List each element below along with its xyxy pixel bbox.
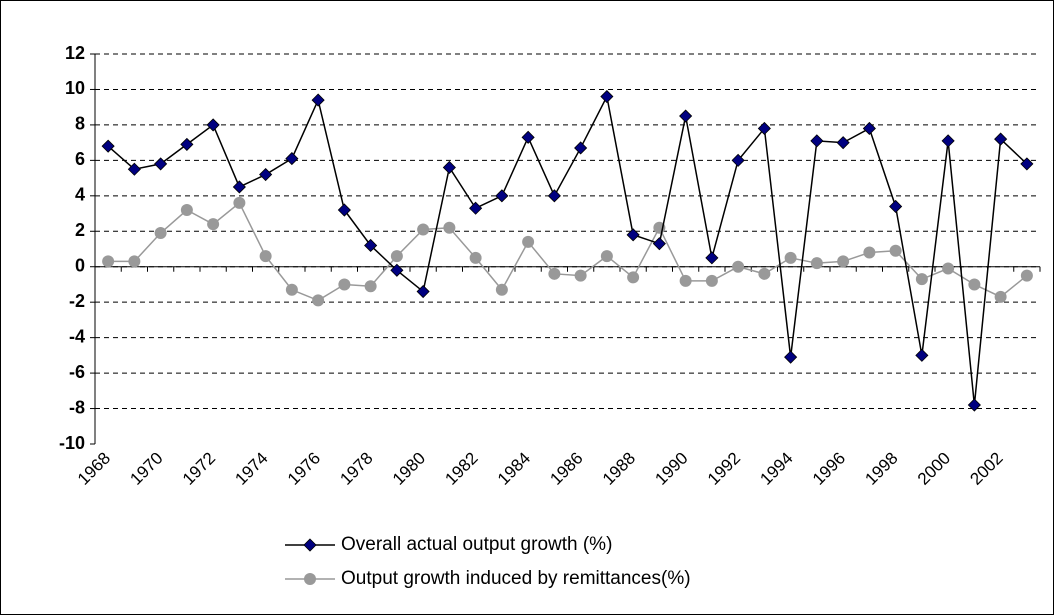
point — [233, 196, 246, 209]
point — [837, 255, 850, 268]
point — [364, 238, 378, 253]
point — [757, 121, 771, 136]
point — [863, 246, 876, 259]
point — [626, 228, 640, 242]
point — [469, 251, 482, 264]
point — [915, 273, 928, 286]
legend-label: Output growth induced by remittances(%) — [341, 568, 691, 589]
point — [259, 250, 272, 263]
point — [600, 250, 613, 263]
point — [758, 267, 771, 280]
point — [390, 263, 404, 277]
y-tick-label: -4 — [69, 326, 85, 346]
legend-marker — [303, 538, 317, 552]
point — [416, 284, 430, 299]
point — [442, 160, 456, 175]
y-tick-label: 10 — [65, 78, 85, 98]
point — [679, 274, 692, 287]
point — [206, 118, 220, 132]
legend-marker — [304, 573, 316, 585]
point — [390, 250, 403, 263]
point — [259, 167, 273, 182]
point — [285, 283, 298, 296]
point — [338, 278, 351, 291]
point — [731, 153, 745, 167]
point — [101, 139, 115, 153]
point — [679, 109, 693, 123]
point — [968, 278, 981, 291]
point — [127, 162, 141, 176]
legend-label: Overall actual output growth (%) — [341, 534, 612, 555]
point — [521, 130, 535, 144]
point — [311, 93, 325, 107]
point — [705, 274, 718, 287]
point — [154, 227, 167, 240]
point — [285, 152, 299, 166]
point — [574, 141, 588, 155]
point — [547, 189, 561, 203]
point — [705, 251, 719, 265]
point — [417, 223, 430, 236]
point — [942, 262, 955, 275]
y-tick-label: 6 — [75, 149, 85, 169]
point — [495, 189, 509, 203]
point — [836, 136, 850, 150]
point — [522, 235, 535, 248]
point — [994, 290, 1007, 303]
point — [862, 121, 876, 136]
point — [180, 204, 193, 216]
point — [810, 134, 824, 148]
point — [889, 199, 903, 214]
point — [967, 398, 981, 412]
point — [810, 257, 823, 270]
point — [915, 348, 929, 362]
y-tick-label: 8 — [75, 114, 85, 134]
point — [207, 218, 220, 231]
point — [337, 203, 351, 217]
point — [180, 137, 194, 151]
point — [652, 237, 666, 251]
point — [574, 269, 587, 282]
point — [102, 255, 115, 268]
point — [784, 251, 797, 264]
y-tick-label: 4 — [75, 185, 85, 205]
y-tick-label: 0 — [75, 255, 85, 275]
point — [732, 260, 745, 273]
y-tick-label: -6 — [69, 362, 85, 382]
y-tick-label: -8 — [69, 397, 85, 417]
y-tick-label: -2 — [69, 291, 85, 311]
point — [548, 267, 561, 280]
y-tick-label: -10 — [59, 433, 85, 453]
point — [1020, 269, 1033, 282]
point — [941, 134, 955, 148]
point — [154, 157, 168, 171]
point — [889, 244, 902, 257]
point — [364, 280, 377, 293]
point — [469, 201, 483, 215]
point — [128, 255, 141, 268]
point — [627, 271, 640, 284]
point — [443, 221, 456, 234]
point — [994, 132, 1008, 146]
point — [1020, 157, 1034, 171]
y-tick-label: 12 — [65, 43, 85, 63]
y-tick-label: 2 — [75, 220, 85, 240]
point — [312, 294, 325, 307]
point — [232, 180, 246, 194]
point — [784, 350, 798, 364]
point — [495, 283, 508, 296]
point — [600, 89, 614, 104]
